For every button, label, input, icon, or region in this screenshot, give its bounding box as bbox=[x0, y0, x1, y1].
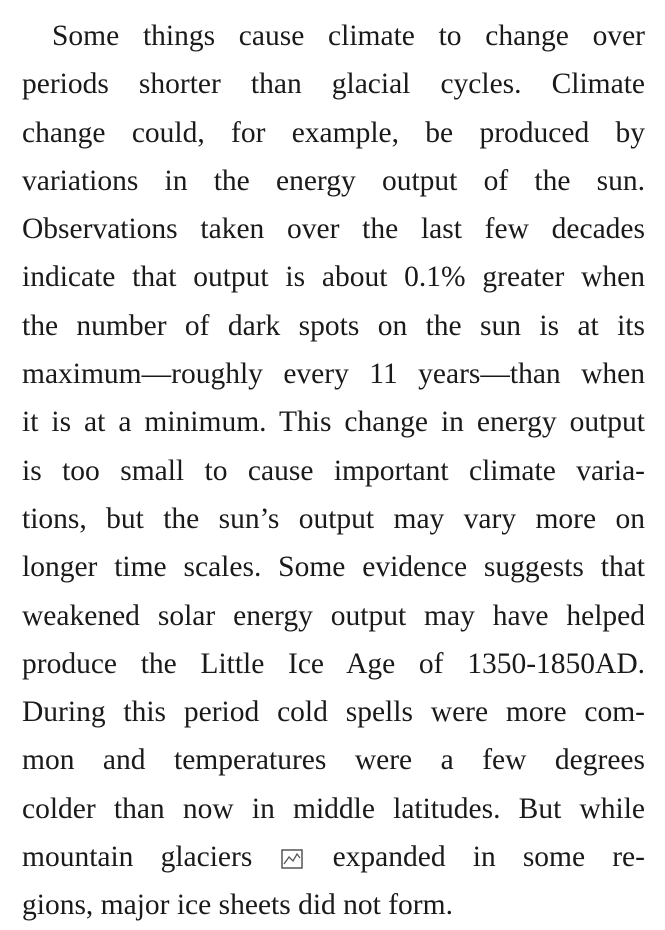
text-segment: colder than now in middle latitudes. But… bbox=[22, 792, 645, 825]
paragraph: Some things cause climate to change over… bbox=[22, 12, 645, 930]
text-line: colder than now in middle latitudes. But… bbox=[22, 785, 645, 833]
text-segment: produce the Little Ice Age of 1350-1850A… bbox=[22, 647, 645, 680]
text-segment: is too small to cause important climate … bbox=[22, 454, 645, 487]
text-line: tions, but the sun’s output may vary mor… bbox=[22, 495, 645, 543]
text-segment: maximum—roughly every 11 years—than when bbox=[22, 358, 645, 391]
text-segment: expanded in some re- bbox=[332, 841, 645, 874]
page: Some things cause climate to change over… bbox=[22, 20, 645, 922]
text-line: longer time scales. Some evidence sugges… bbox=[22, 543, 645, 591]
text-line: variations in the energy output of the s… bbox=[22, 157, 645, 205]
text-line: Some things cause climate to change over bbox=[22, 12, 645, 60]
text-segment: weakened solar energy output may have he… bbox=[22, 599, 645, 632]
text-segment: During this period cold spells were more… bbox=[22, 696, 645, 729]
text-line: gions, major ice sheets did not form. bbox=[22, 881, 645, 929]
text-line: weakened solar energy output may have he… bbox=[22, 592, 645, 640]
text-line: is too small to cause important climate … bbox=[22, 447, 645, 495]
text-line: Observations taken over the last few dec… bbox=[22, 205, 645, 253]
text-line: change could, for example, be produced b… bbox=[22, 109, 645, 157]
text-segment: indicate that output is about 0.1% great… bbox=[22, 261, 645, 294]
text-line: During this period cold spells were more… bbox=[22, 688, 645, 736]
text-segment: Some things cause climate to change over bbox=[52, 20, 645, 52]
text-segment: gions, major ice sheets did not form. bbox=[22, 889, 453, 922]
text-line: maximum—roughly every 11 years—than when bbox=[22, 350, 645, 398]
text-segment: Observations taken over the last few dec… bbox=[22, 213, 645, 246]
text-segment: it is at a minimum. This change in energ… bbox=[22, 406, 645, 439]
text-line: periods shorter than glacial cycles. Cli… bbox=[22, 60, 645, 108]
text-line: it is at a minimum. This change in energ… bbox=[22, 398, 645, 446]
text-segment: mon and temperatures were a few degrees bbox=[22, 744, 645, 777]
text-line: the number of dark spots on the sun is a… bbox=[22, 302, 645, 350]
figure-link-icon[interactable] bbox=[281, 849, 304, 870]
text-segment: variations in the energy output of the s… bbox=[22, 164, 645, 197]
text-segment: longer time scales. Some evidence sugges… bbox=[22, 551, 645, 584]
text-line: mountain glaciers expanded in some re- bbox=[22, 833, 645, 881]
text-segment: mountain glaciers bbox=[22, 841, 253, 874]
text-line: indicate that output is about 0.1% great… bbox=[22, 253, 645, 301]
text-segment: periods shorter than glacial cycles. Cli… bbox=[22, 68, 645, 101]
text-segment: the number of dark spots on the sun is a… bbox=[22, 309, 645, 342]
text-segment: change could, for example, be produced b… bbox=[22, 116, 645, 149]
text-segment: tions, but the sun’s output may vary mor… bbox=[22, 502, 645, 535]
text-line: produce the Little Ice Age of 1350-1850A… bbox=[22, 640, 645, 688]
text-line: mon and temperatures were a few degrees bbox=[22, 736, 645, 784]
